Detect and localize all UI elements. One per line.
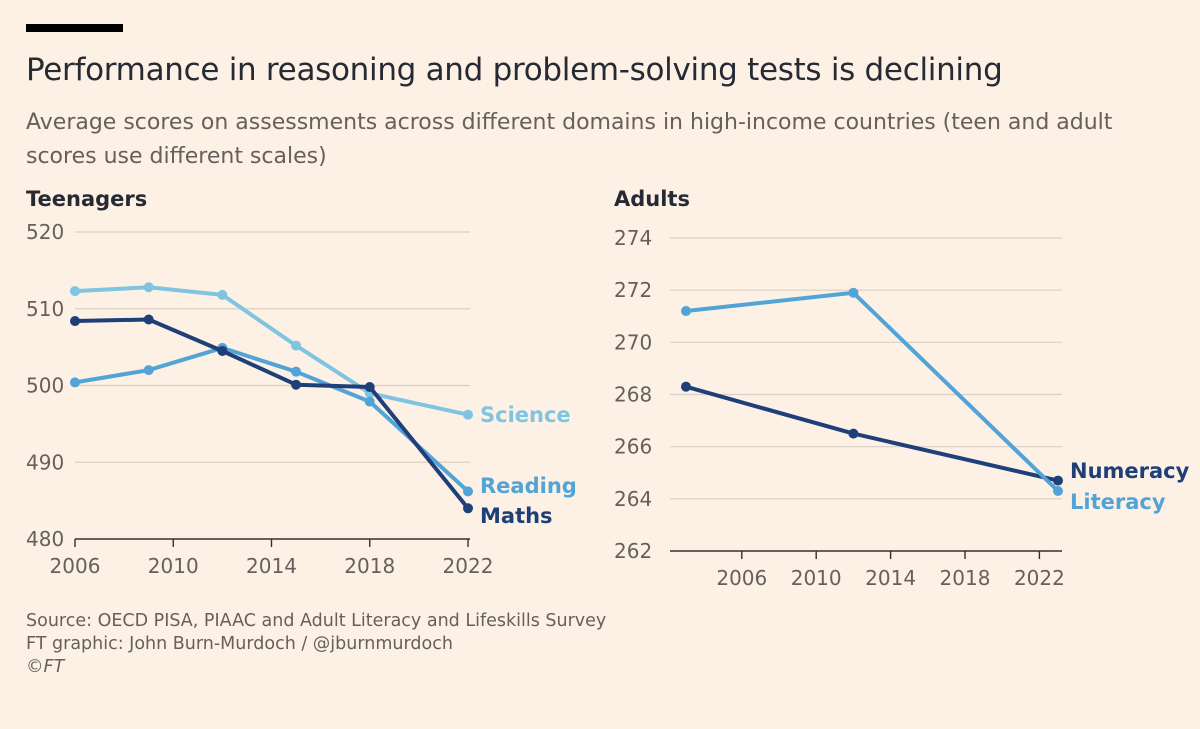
x-tick-label: 2022 [1014,566,1065,590]
maths-series-label: Maths [480,504,553,528]
y-tick-label: 272 [614,278,652,302]
y-tick-label: 270 [614,330,652,354]
y-tick-label: 274 [614,226,652,250]
source-line: Source: OECD PISA, PIAAC and Adult Liter… [26,611,607,631]
y-tick-label: 500 [26,374,64,398]
x-tick-label: 2010 [791,566,842,590]
numeracy-point [1053,475,1063,486]
adults-panel: Adults 262 264 266 268 270 272 274 2006 2010 2014 2… [614,187,1190,590]
x-tick-label: 2014 [246,554,297,578]
numeracy-point [681,381,691,392]
chart-subtitle: Average scores on assessments across dif… [26,110,1113,169]
brand-bar [26,24,123,32]
science-point [143,282,154,293]
science-point [70,286,80,297]
literacy-series-label: Literacy [1070,490,1166,514]
teenagers-panel: Teenagers 480 490 500 510 520 2006 2010 2014 2018… [26,187,577,578]
maths-point [291,379,302,390]
reading-series-line [73,345,470,494]
science-point [291,340,302,351]
y-tick-label: 480 [26,527,64,551]
panel-title: Teenagers [26,187,147,211]
maths-point [364,382,375,393]
x-tick-label: 2006 [50,554,101,578]
maths-point [463,503,473,514]
maths-point [70,316,80,327]
reading-point [291,366,302,377]
numeracy-series-label: Numeracy [1070,459,1190,483]
x-tick-label: 2022 [443,554,494,578]
literacy-point [681,306,691,317]
x-tick-label: 2010 [148,554,199,578]
science-point [463,409,473,420]
maths-series-line [73,317,470,511]
literacy-point [1053,486,1063,497]
y-tick-label: 264 [614,487,652,511]
x-tick-label: 2006 [716,566,767,590]
reading-point [364,396,375,407]
numeracy-point [848,428,859,439]
science-point [217,289,228,300]
maths-point [217,345,228,356]
y-tick-label: 266 [614,435,652,459]
panel-title: Adults [614,187,690,211]
source-notes: Source: OECD PISA, PIAAC and Adult Liter… [26,610,606,679]
credit-line: FT graphic: John Burn-Murdoch / @jburnmu… [26,634,453,654]
literacy-point [848,287,859,298]
maths-point [143,314,154,325]
y-tick-label: 510 [26,297,64,321]
chart-title: Performance in reasoning and problem-sol… [26,52,1003,88]
y-tick-label: 520 [26,220,64,244]
science-series-line [73,285,470,417]
reading-series-label: Reading [480,474,577,498]
copyright-line: ©FT [26,657,65,677]
x-tick-label: 2018 [940,566,991,590]
x-tick-label: 2014 [865,566,916,590]
literacy-series-line [684,290,1060,493]
y-tick-label: 262 [614,539,652,563]
reading-point [463,486,473,497]
reading-point [70,377,80,388]
numeracy-series-line [684,384,1060,483]
y-tick-label: 490 [26,450,64,474]
reading-point [143,365,154,376]
y-tick-label: 268 [614,383,652,407]
science-series-label: Science [480,403,571,427]
x-tick-label: 2018 [344,554,395,578]
